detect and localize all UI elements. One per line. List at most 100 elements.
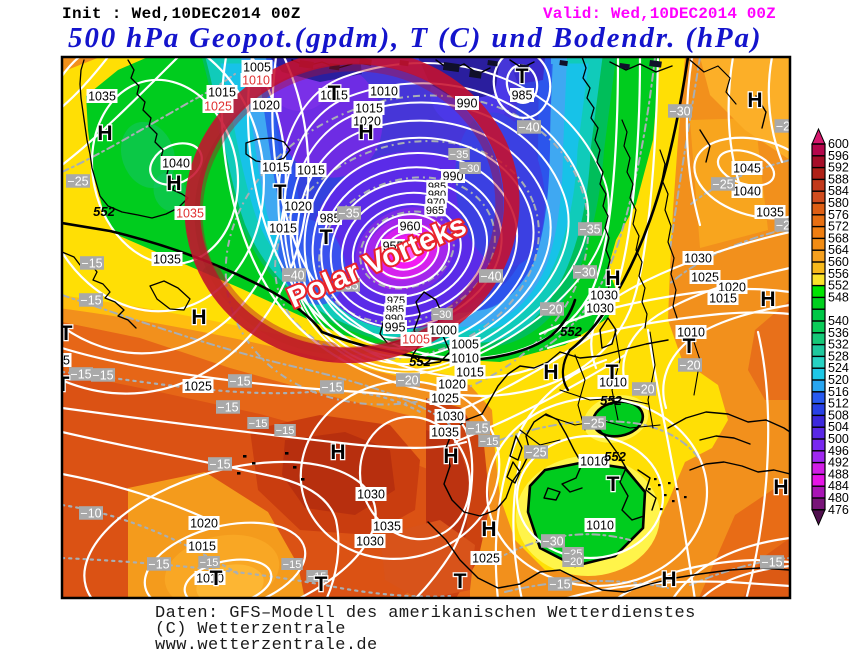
svg-text:H: H [773,476,788,499]
svg-text:−20: −20 [541,303,562,317]
svg-text:H: H [543,361,558,384]
svg-text:H: H [605,267,620,290]
svg-text:H: H [481,518,496,541]
svg-text:1035: 1035 [373,520,401,534]
svg-text:480: 480 [828,491,849,505]
svg-text:1020: 1020 [353,115,381,129]
svg-text:592: 592 [828,161,849,175]
svg-text:−35: −35 [579,223,600,237]
svg-text:504: 504 [828,420,849,434]
svg-text:−2: −2 [776,219,790,233]
svg-text:1020: 1020 [438,378,466,392]
svg-text:1020: 1020 [190,517,218,531]
svg-text:−15: −15 [148,558,169,572]
svg-text:−40: −40 [480,270,501,284]
svg-text:1015: 1015 [320,89,348,103]
svg-text:536: 536 [828,326,849,340]
svg-text:985: 985 [512,89,533,103]
svg-text:955: 955 [383,240,404,254]
svg-text:−20: −20 [397,374,418,388]
svg-text:T: T [328,82,341,105]
svg-text:552: 552 [93,204,115,219]
svg-text:−15: −15 [467,422,488,436]
svg-text:T: T [57,373,70,396]
svg-text:476: 476 [828,503,849,517]
svg-text:−35: −35 [337,279,358,293]
svg-text:1005: 1005 [243,61,271,75]
svg-text:596: 596 [828,149,849,163]
svg-text:−20: −20 [564,556,583,568]
svg-text:−15: −15 [200,557,219,569]
svg-text:985: 985 [320,212,341,226]
svg-text:−40: −40 [283,269,304,283]
svg-text:T: T [274,181,287,204]
svg-text:T: T [516,65,529,88]
svg-text:1025: 1025 [204,100,232,114]
svg-text:−30: −30 [669,105,690,119]
svg-text:588: 588 [828,172,849,186]
svg-text:1015: 1015 [456,366,484,380]
svg-text:556: 556 [828,267,849,281]
svg-text:1020: 1020 [252,99,280,113]
svg-text:1005: 1005 [402,333,430,347]
svg-text:H: H [747,89,762,112]
svg-text:1045: 1045 [733,162,761,176]
svg-text:516: 516 [828,385,849,399]
svg-text:584: 584 [828,184,849,198]
svg-text:1040: 1040 [733,185,761,199]
svg-text:1010: 1010 [677,326,705,340]
svg-text:−2: −2 [776,120,790,134]
svg-text:−35: −35 [450,149,469,161]
svg-text:H: H [443,445,458,468]
svg-text:−30: −30 [433,309,452,321]
svg-text:H: H [358,121,373,144]
svg-text:1010: 1010 [370,85,398,99]
svg-text:1020: 1020 [284,200,312,214]
svg-text:1040: 1040 [162,157,190,171]
svg-text:−15: −15 [321,381,342,395]
svg-text:−25: −25 [525,446,546,460]
svg-text:1030: 1030 [684,252,712,266]
svg-text:T: T [454,570,467,593]
svg-text:15: 15 [56,354,70,368]
svg-text:580: 580 [828,196,849,210]
svg-text:1025: 1025 [431,392,459,406]
svg-text:−15: −15 [70,368,91,382]
svg-text:T: T [320,226,333,249]
svg-text:−30: −30 [542,535,563,549]
svg-text:1030: 1030 [357,488,385,502]
svg-text:T: T [606,361,619,384]
svg-text:1025: 1025 [472,552,500,566]
svg-text:1030: 1030 [436,410,464,424]
svg-text:−15: −15 [209,458,230,472]
svg-text:496: 496 [828,444,849,458]
svg-text:540: 540 [828,314,849,328]
svg-text:−15: −15 [549,578,570,592]
svg-text:1015: 1015 [262,161,290,175]
svg-text:1015: 1015 [188,540,216,554]
svg-text:1010: 1010 [586,519,614,533]
svg-text:1015: 1015 [355,102,383,116]
svg-text:484: 484 [828,479,849,493]
svg-text:1015: 1015 [269,222,297,236]
svg-text:552: 552 [409,354,431,369]
svg-text:−35: −35 [338,207,359,221]
svg-text:552: 552 [600,393,622,408]
svg-text:500: 500 [828,432,849,446]
svg-text:1015: 1015 [208,86,236,100]
svg-text:T: T [683,335,696,358]
svg-text:1035: 1035 [153,253,181,267]
svg-text:−30: −30 [574,266,595,280]
svg-text:532: 532 [828,338,849,352]
svg-text:568: 568 [828,231,849,245]
svg-text:572: 572 [828,220,849,234]
svg-text:H: H [191,306,206,329]
svg-text:H: H [661,568,676,591]
svg-text:600: 600 [828,137,849,151]
svg-text:548: 548 [828,290,849,304]
svg-text:T: T [607,473,620,496]
svg-text:1035: 1035 [756,206,784,220]
svg-text:−15: −15 [229,375,250,389]
svg-text:−40: −40 [518,121,539,135]
svg-text:552: 552 [560,324,582,339]
